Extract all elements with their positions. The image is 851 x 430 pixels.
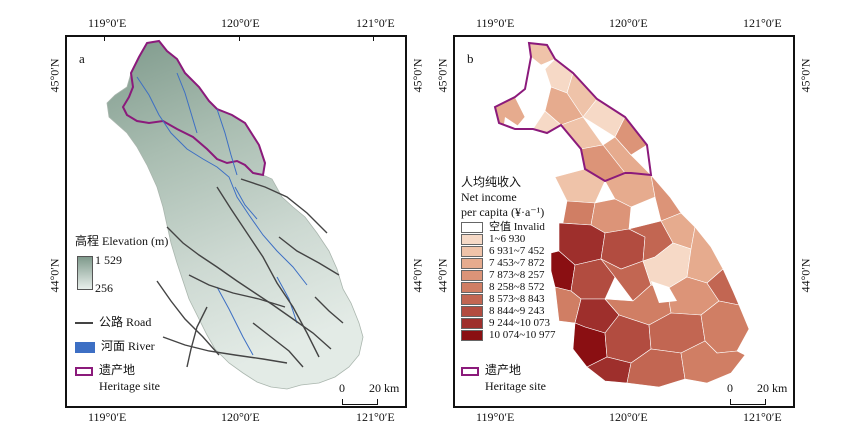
class-swatch	[461, 257, 483, 269]
coord-bottom-a-3: 121°0′E	[356, 410, 395, 424]
income-map-panel: b 人均纯收入 Net income per capita (¥·a⁻¹) 空值…	[453, 35, 795, 408]
scale-label: 20 km	[757, 381, 788, 395]
coord-right-a-1: 45°0′N	[410, 58, 425, 93]
tick	[239, 37, 240, 41]
river-swatch	[75, 341, 95, 353]
income-class: 8 844~9 243	[461, 305, 555, 317]
panel-letter-b: b	[467, 51, 474, 66]
income-class: 9 244~10 073	[461, 317, 555, 329]
income-legend-title-en1: Net income	[461, 190, 517, 204]
class-label: 9 244~10 073	[489, 317, 550, 329]
heritage-swatch	[461, 366, 479, 376]
class-label: 1~6 930	[489, 233, 526, 245]
elevation-high-label: 1 529	[95, 253, 122, 267]
class-swatch	[461, 269, 483, 281]
heritage-label-en: Heritage site	[99, 379, 160, 393]
coord-top-b-2: 120°0′E	[609, 16, 648, 30]
township-polygons	[494, 42, 750, 388]
roads	[156, 178, 344, 368]
coord-bottom-a-2: 120°0′E	[221, 410, 260, 424]
heritage-site-outline	[121, 39, 267, 177]
class-swatch	[461, 317, 483, 329]
income-class-list: 空值 Invalid 1~6 930 6 931~7 452 7 453~7 8…	[461, 221, 555, 341]
scale-line	[342, 399, 378, 405]
coord-right-b-2: 44°0′N	[798, 258, 813, 293]
coord-top-b-1: 119°0′E	[476, 16, 515, 30]
coord-left-a-2: 44°0′N	[47, 258, 62, 293]
heritage-site-outline	[493, 41, 653, 183]
coord-bottom-b-2: 120°0′E	[609, 410, 648, 424]
tick	[373, 37, 374, 41]
class-swatch	[461, 329, 483, 341]
income-legend-title-cn: 人均纯收入	[461, 175, 522, 189]
legend-heritage: 遗产地	[75, 363, 135, 377]
income-class: 7 873~8 257	[461, 269, 555, 281]
coord-right-b-1: 45°0′N	[798, 58, 813, 93]
elevation-map	[106, 39, 364, 390]
coord-bottom-b-1: 119°0′E	[476, 410, 515, 424]
scale-line	[730, 399, 766, 405]
class-swatch	[461, 233, 483, 245]
class-label: 8 258~8 572	[489, 281, 545, 293]
elevation-gradient-bar	[77, 256, 93, 290]
scale-zero: 0	[727, 381, 733, 395]
legend-road: 公路 Road	[75, 315, 151, 329]
class-label: 6 931~7 452	[489, 245, 545, 257]
legend-river: 河面 River	[75, 339, 155, 353]
income-class: 10 074~10 977	[461, 329, 555, 341]
heritage-label-en: Heritage site	[485, 379, 546, 393]
coord-top-a-2: 120°0′E	[221, 16, 260, 30]
heritage-label-cn: 遗产地	[99, 363, 136, 377]
coord-left-a-1: 45°0′N	[47, 58, 62, 93]
income-class: 1~6 930	[461, 233, 555, 245]
elevation-low-label: 256	[95, 281, 113, 295]
coord-top-a-3: 121°0′E	[356, 16, 395, 30]
class-label: 8 844~9 243	[489, 305, 545, 317]
coord-bottom-a-1: 119°0′E	[88, 410, 127, 424]
coord-top-a-1: 119°0′E	[88, 16, 127, 30]
class-label: 空值 Invalid	[489, 221, 545, 233]
road-label: 公路 Road	[99, 315, 152, 329]
coord-top-b-3: 121°0′E	[743, 16, 782, 30]
elevation-map-panel: a 高程 Elevation (m) 1 529 256 公路 Road 河面 …	[65, 35, 407, 408]
class-swatch	[461, 293, 483, 305]
class-swatch	[461, 221, 483, 233]
river-label: 河面 River	[101, 339, 155, 353]
class-swatch	[461, 305, 483, 317]
income-class: 7 453~7 872	[461, 257, 555, 269]
income-legend-title-en2: per capita (¥·a⁻¹)	[461, 205, 545, 219]
tick	[104, 37, 105, 41]
scale-label: 20 km	[369, 381, 400, 395]
elevation-legend-title: 高程 Elevation (m)	[75, 234, 169, 248]
invalid-gap	[651, 281, 677, 303]
coord-left-b-2: 44°0′N	[435, 258, 450, 293]
coord-left-b-1: 45°0′N	[435, 58, 450, 93]
legend-heritage-b: 遗产地	[461, 363, 521, 377]
income-class: 空值 Invalid	[461, 221, 555, 233]
income-class: 8 258~8 572	[461, 281, 555, 293]
rivers	[136, 72, 308, 356]
class-label: 7 453~7 872	[489, 257, 545, 269]
income-choropleth-map	[493, 41, 750, 388]
coord-right-a-2: 44°0′N	[410, 258, 425, 293]
income-class: 8 573~8 843	[461, 293, 555, 305]
coord-bottom-b-3: 121°0′E	[743, 410, 782, 424]
class-swatch	[461, 281, 483, 293]
class-label: 10 074~10 977	[489, 329, 556, 341]
road-swatch	[75, 322, 93, 325]
class-swatch	[461, 245, 483, 257]
class-label: 7 873~8 257	[489, 269, 545, 281]
panel-letter-a: a	[79, 51, 85, 66]
income-class: 6 931~7 452	[461, 245, 555, 257]
heritage-label-cn: 遗产地	[485, 363, 522, 377]
scale-zero: 0	[339, 381, 345, 395]
class-label: 8 573~8 843	[489, 293, 545, 305]
heritage-swatch	[75, 366, 93, 376]
